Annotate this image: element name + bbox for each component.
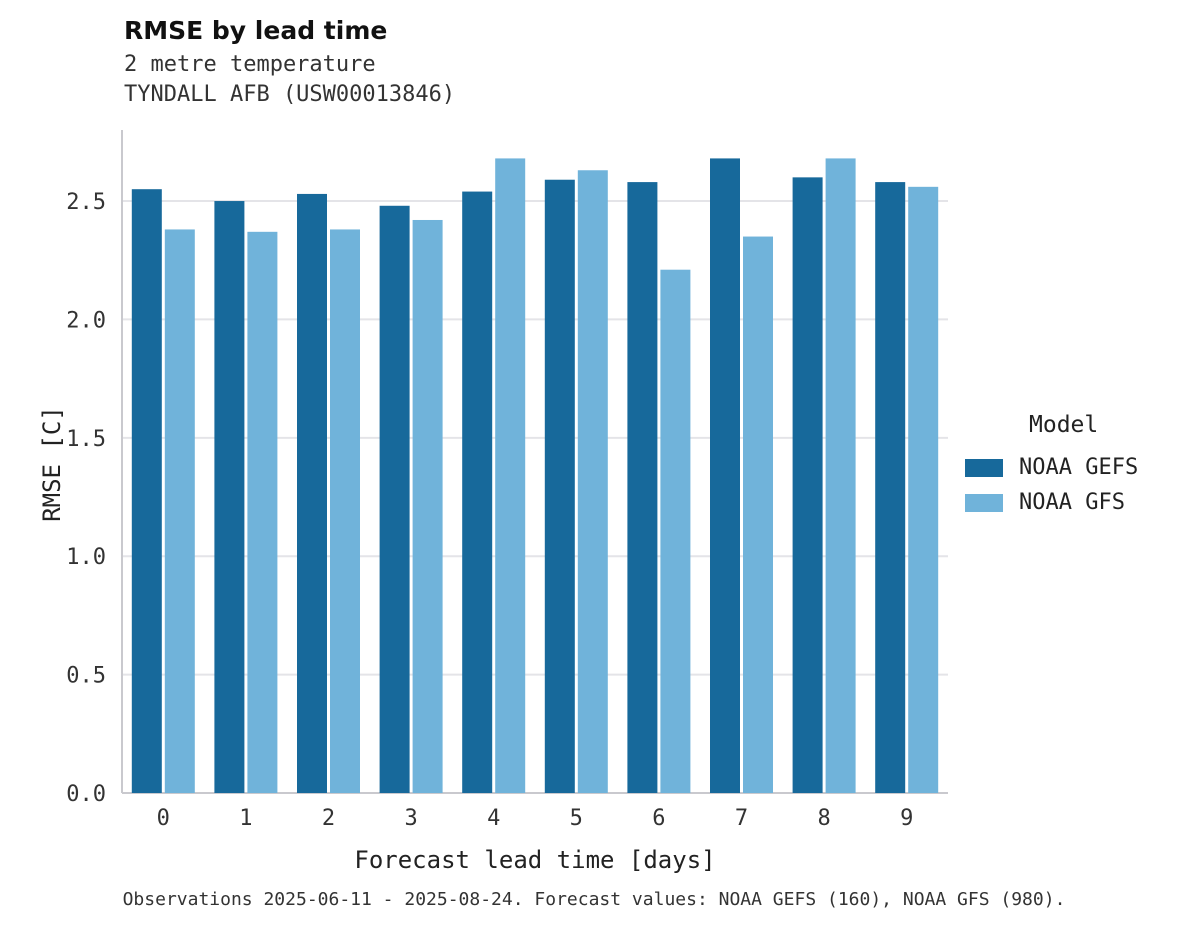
bar-noaa-gfs-6 [660, 269, 691, 793]
legend-entry: NOAA GFS [965, 485, 1138, 520]
legend-entry-label: NOAA GFS [1019, 490, 1125, 515]
bar-noaa-gfs-1 [247, 231, 278, 793]
x-tick-label: 6 [652, 806, 665, 831]
legend-swatch [965, 493, 1003, 512]
x-tick-label: 1 [239, 806, 252, 831]
bar-noaa-gefs-5 [544, 179, 575, 794]
y-tick-label: 0.5 [66, 664, 106, 689]
x-axis-label: Forecast lead time [days] [354, 846, 716, 874]
bar-noaa-gefs-1 [214, 201, 245, 794]
bar-noaa-gfs-0 [164, 229, 195, 793]
bar-noaa-gefs-8 [792, 177, 823, 793]
bar-noaa-gefs-4 [462, 191, 493, 794]
x-tick-label: 8 [817, 806, 830, 831]
chart-title: RMSE by lead time [124, 16, 388, 45]
x-tick-label: 4 [487, 806, 500, 831]
bar-noaa-gefs-0 [131, 189, 162, 794]
legend-swatch [965, 458, 1003, 477]
y-tick-label: 2.0 [66, 308, 106, 333]
bar-noaa-gfs-3 [412, 219, 443, 793]
x-tick-label: 9 [900, 806, 913, 831]
bar-noaa-gefs-7 [710, 158, 740, 793]
bar-noaa-gefs-2 [297, 193, 327, 794]
x-tick-label: 5 [570, 806, 583, 831]
bar-noaa-gfs-8 [825, 158, 856, 793]
x-tick-label: 0 [157, 806, 170, 831]
y-tick-label: 1.5 [66, 427, 106, 452]
x-tick-label: 2 [322, 806, 335, 831]
chart-caption: Observations 2025-06-11 - 2025-08-24. Fo… [122, 889, 1066, 910]
legend: Model NOAA GEFS NOAA GFS [965, 412, 1138, 520]
y-tick-label: 0.0 [66, 782, 106, 807]
bar-noaa-gefs-6 [627, 182, 658, 794]
chart-subtitle-station: TYNDALL AFB (USW00013846) [124, 82, 456, 107]
x-tick-label: 3 [404, 806, 417, 831]
legend-entry-label: NOAA GEFS [1019, 455, 1139, 480]
bar-noaa-gfs-2 [330, 229, 360, 793]
bar-noaa-gfs-5 [577, 170, 608, 794]
y-tick-label: 1.0 [66, 545, 106, 570]
legend-entry: NOAA GEFS [965, 450, 1138, 485]
y-tick-label: 2.5 [66, 190, 106, 215]
x-tick-label: 7 [735, 806, 748, 831]
legend-title: Model [1029, 412, 1099, 438]
bar-noaa-gfs-7 [743, 236, 773, 793]
chart-subtitle-variable: 2 metre temperature [124, 52, 376, 77]
bar-noaa-gfs-9 [908, 186, 939, 794]
bar-noaa-gefs-3 [379, 205, 410, 793]
bar-noaa-gefs-9 [875, 182, 906, 794]
bar-noaa-gfs-4 [495, 158, 526, 793]
y-axis-label: RMSE [C] [38, 406, 66, 522]
